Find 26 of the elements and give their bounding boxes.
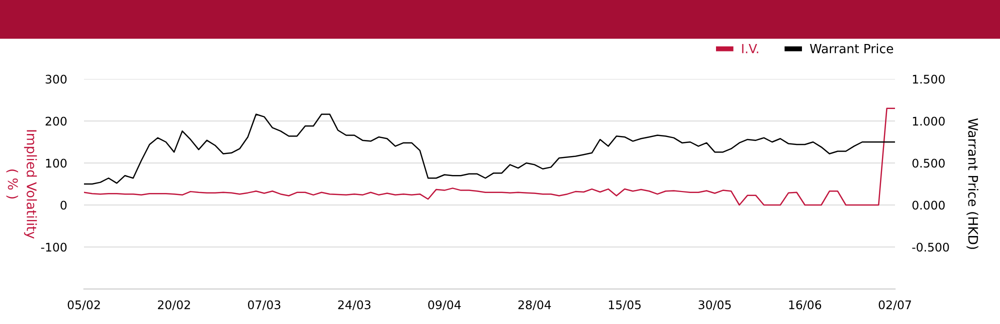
y-tick-label: 300 [46,74,67,84]
line-series [84,108,895,206]
y-axis-title: Implied Volatility ( % ) [6,130,37,239]
y2-tick-label: 1.000 [912,116,945,126]
y-tick-label: 0 [60,200,67,210]
legend-label: Warrant Price [810,44,894,54]
x-tick-label: 09/04 [428,300,461,310]
y2-tick-label: -0.500 [912,242,949,252]
y2-tick-label: 0.500 [912,158,945,168]
line-series [84,114,895,185]
x-tick-label: 28/04 [518,300,551,310]
x-tick-label: 15/05 [608,300,641,310]
x-tick-label: 05/02 [68,300,100,310]
legend-label: I.V. [742,44,758,54]
y-tick-label: -100 [41,242,67,252]
x-tick-label: 16/06 [789,300,822,310]
y2-tick-label: 0.000 [912,200,945,210]
y2-axis-title: Warrant Price (HKD) [966,118,978,249]
x-tick-label: 07/03 [248,300,280,310]
y-tick-label: 200 [46,116,67,126]
x-tick-label: 20/02 [158,300,190,310]
x-tick-label: 24/03 [338,300,370,310]
y-tick-label: 100 [46,158,67,168]
x-tick-label: 02/07 [878,300,911,310]
y2-tick-label: 1.500 [912,74,945,84]
x-tick-label: 30/05 [698,300,731,310]
